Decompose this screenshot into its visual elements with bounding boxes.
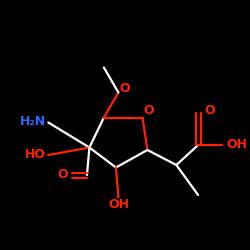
Text: O: O	[57, 168, 68, 181]
Text: H₂N: H₂N	[20, 115, 46, 128]
Text: O: O	[119, 82, 130, 95]
Text: O: O	[143, 104, 154, 117]
Text: OH: OH	[108, 198, 129, 211]
Text: OH: OH	[226, 138, 247, 151]
Text: HO: HO	[25, 148, 46, 162]
Text: O: O	[204, 104, 215, 117]
